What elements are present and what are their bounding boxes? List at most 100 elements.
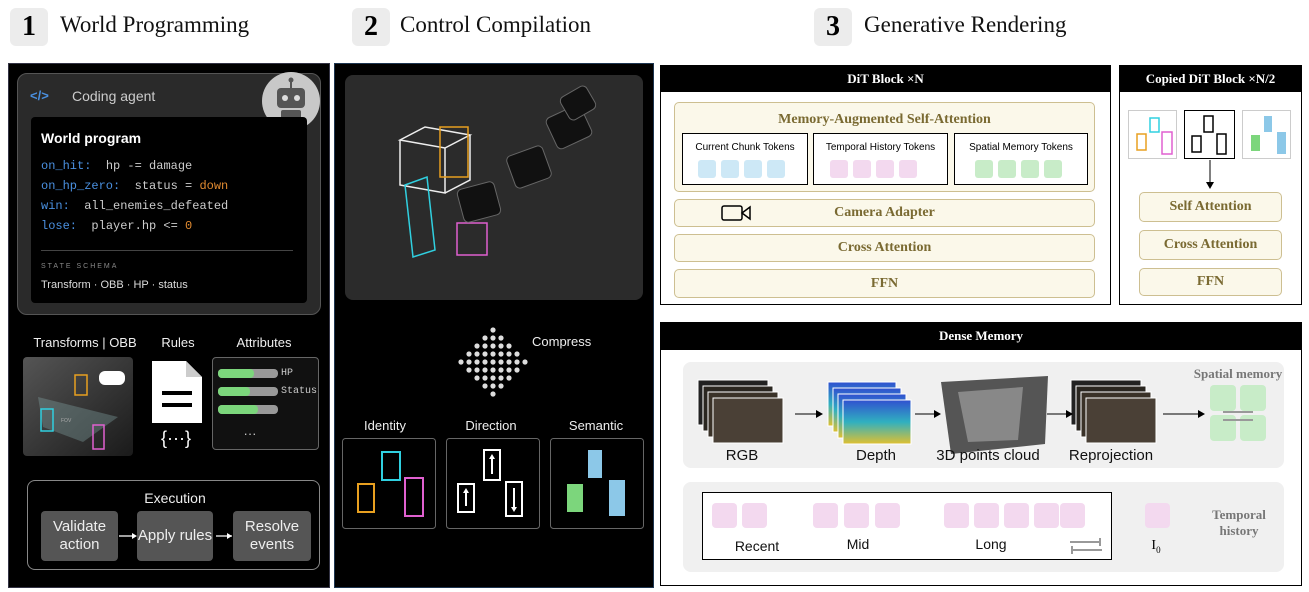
camera-icon: [721, 205, 751, 221]
initial-label: I0: [1151, 538, 1160, 555]
temporal-token: [712, 503, 737, 528]
separator: [41, 250, 293, 251]
token: [853, 160, 871, 178]
temporal-token: [974, 503, 999, 528]
component-label: Rules: [161, 335, 195, 350]
pipeline-label: RGB: [725, 447, 759, 464]
initial-subscript: 0: [1156, 544, 1161, 555]
dot: [474, 351, 480, 357]
fov-label: FOV: [61, 418, 72, 424]
component-label: Transforms | OBB: [33, 335, 137, 350]
dot: [506, 367, 512, 373]
execution-step: Resolve events: [233, 511, 311, 561]
dot: [466, 359, 472, 365]
section-number: 2: [352, 8, 390, 46]
dot: [506, 359, 512, 365]
dot: [514, 351, 520, 357]
attribute-bar: [218, 369, 278, 378]
rules-note: {···}: [160, 428, 192, 448]
dot: [490, 359, 496, 365]
code: status =: [134, 179, 200, 193]
dot: [498, 335, 504, 341]
token: [1021, 160, 1039, 178]
dot: [498, 367, 504, 373]
code-line: win: all_enemies_defeated: [41, 199, 228, 213]
schema: Transform · OBB · HP · status: [41, 279, 188, 291]
attribute-field: Status: [281, 386, 318, 397]
attribute-bar: [218, 387, 278, 396]
dot: [490, 343, 496, 349]
dense-title: Dense Memory: [660, 322, 1302, 350]
temporal-group: Recent: [734, 538, 780, 554]
code: player.hp <=: [91, 219, 186, 233]
code-line: on_hit: hp -= damage: [41, 159, 192, 173]
code-line: on_hp_zero: status = down: [41, 179, 228, 193]
dot: [490, 391, 496, 397]
attribute-bar: [218, 405, 278, 414]
layer: Self Attention: [1139, 192, 1282, 222]
token: [744, 160, 762, 178]
control-label: Direction: [465, 418, 517, 433]
token: [830, 160, 848, 178]
dot: [490, 367, 496, 373]
temporal-group: Long: [975, 536, 1007, 552]
token: [721, 160, 739, 178]
code-key: on_hp_zero:: [41, 179, 121, 193]
temporal-token: [1034, 503, 1059, 528]
layer: FFN: [674, 269, 1095, 298]
dot: [514, 367, 520, 373]
program-box: [31, 117, 307, 303]
execution-step: Apply rules: [137, 511, 213, 561]
dot: [522, 359, 528, 365]
dot: [498, 351, 504, 357]
temporal-token: [944, 503, 969, 528]
schema-label: STATE SCHEMA: [41, 263, 119, 270]
copied-title: Copied DiT Block ×N/2: [1119, 65, 1302, 92]
section-title: Control Compilation: [400, 12, 592, 37]
agent-icon: </>: [30, 88, 49, 103]
dot: [506, 343, 512, 349]
token: [998, 160, 1016, 178]
code-line: lose: player.hp <= 0: [41, 219, 192, 233]
execution-box: [27, 480, 320, 570]
token: [975, 160, 993, 178]
pipeline: [697, 376, 1266, 454]
code-key: win:: [41, 199, 70, 213]
execution-title: Execution: [144, 490, 206, 506]
section-number: 3: [814, 8, 852, 46]
dot: [482, 343, 488, 349]
attribute-field: HP: [281, 368, 294, 379]
dot: [514, 359, 520, 365]
component-label: Attributes: [236, 335, 292, 350]
code: all_enemies_defeated: [84, 199, 229, 213]
layer: FFN: [1139, 268, 1282, 296]
pipeline-label: Depth: [855, 447, 897, 464]
temporal-token: [813, 503, 838, 528]
dot: [482, 375, 488, 381]
code-highlight: 0: [185, 219, 193, 233]
dot: [490, 383, 496, 389]
section-title: Generative Rendering: [864, 12, 1067, 37]
dot: [482, 383, 488, 389]
temporal-token: [1060, 503, 1085, 528]
dot: [482, 359, 488, 365]
pipeline-label: 3D points cloud: [936, 447, 1040, 464]
dot: [506, 351, 512, 357]
dot: [458, 359, 464, 365]
spatial-label: Spatial memory: [1193, 366, 1283, 381]
dot: [490, 351, 496, 357]
dit-title: DiT Block ×N: [660, 65, 1111, 92]
execution-step: Validate action: [41, 511, 118, 561]
attribute-more: ···: [243, 426, 257, 441]
dot: [482, 367, 488, 373]
control-label: Identity: [364, 418, 406, 433]
temporal-token: [875, 503, 900, 528]
dot: [506, 375, 512, 381]
temporal-token: [742, 503, 767, 528]
dot: [466, 351, 472, 357]
dot: [498, 383, 504, 389]
token: [698, 160, 716, 178]
temporal-label: Temporal history: [1212, 507, 1266, 538]
transform-view: [23, 357, 133, 456]
